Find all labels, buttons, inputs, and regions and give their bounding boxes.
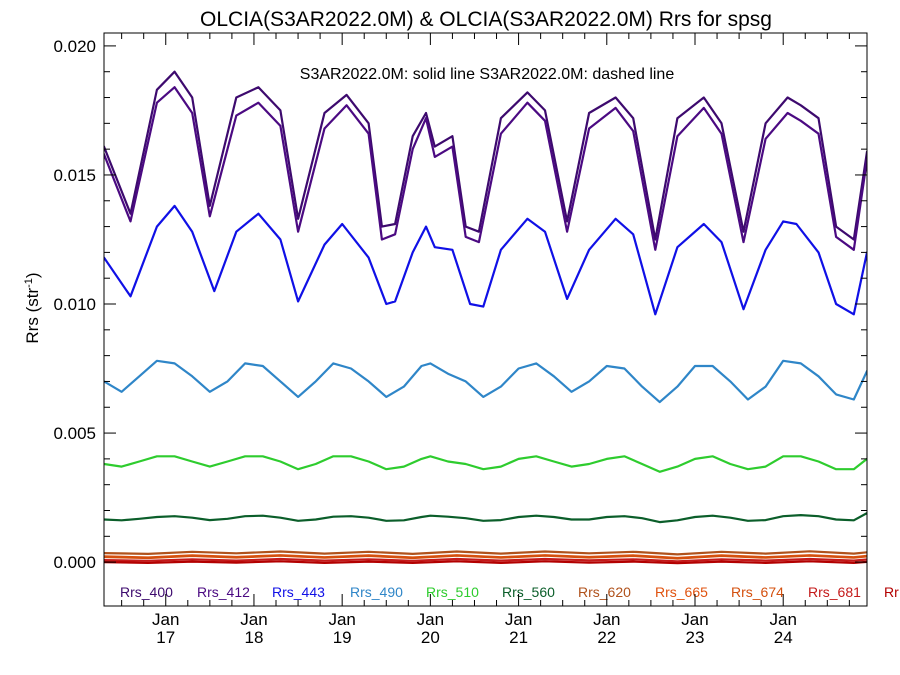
- series-line-rrs-620-solid: [104, 550, 867, 556]
- legend-item-rrs-665: Rrs_665: [655, 584, 708, 600]
- x-tick-label-month: Jan: [769, 610, 796, 629]
- legend-item-rrs-443: Rrs_443: [272, 584, 325, 600]
- x-tick-label-month: Jan: [593, 610, 620, 629]
- legend-item-rrs-620: Rrs_620: [578, 584, 631, 600]
- x-tick-label-month: Jan: [240, 610, 267, 629]
- chart-annotation: S3AR2022.0M: solid line S3AR2022.0M: das…: [300, 66, 675, 83]
- x-tick-label-month: Jan: [681, 610, 708, 629]
- series-line-rrs-510-solid: [104, 455, 867, 473]
- plot-frame: [103, 32, 868, 607]
- series-line-rrs-400-solid: [104, 70, 867, 241]
- legend-item-rrs-412: Rrs_412: [197, 584, 250, 600]
- x-tick-label-day: 20: [421, 628, 440, 647]
- series-line-rrs-412-dashed: [104, 86, 867, 251]
- y-axis-label-main: Rrs (str: [23, 288, 42, 344]
- x-tick-label-day: 18: [244, 628, 263, 647]
- x-tick-label-day: 19: [333, 628, 352, 647]
- y-tick-label: 0.020: [53, 37, 96, 56]
- x-tick-label-month: Jan: [505, 610, 532, 629]
- x-tick-label-day: 21: [509, 628, 528, 647]
- series-line-rrs-674-solid: [104, 554, 867, 560]
- x-tick-label-day: 24: [774, 628, 793, 647]
- y-tick-label: 0.000: [53, 553, 96, 572]
- y-axis-label: Rrs (str-1): [23, 272, 42, 343]
- y-tick-label: 0.005: [53, 424, 96, 443]
- series-line-rrs-681-solid: [104, 557, 867, 563]
- axes: 0.0000.0050.0100.0150.020Jan17Jan18Jan19…: [53, 33, 867, 647]
- legend: Rrs_400 Rrs_412 Rrs_443 Rrs_490 Rrs_510 Rrs_5…: [120, 584, 899, 600]
- x-tick-label-month: Jan: [417, 610, 444, 629]
- x-tick-label-day: 22: [597, 628, 616, 647]
- series-line-rrs-443-solid: [104, 204, 867, 316]
- series-line-rr-solid: [104, 560, 867, 565]
- series-layer: [104, 70, 867, 565]
- legend-item-rrs-400: Rrs_400: [120, 584, 173, 600]
- series-line-rrs-490-solid: [104, 359, 867, 404]
- series-line-rrs-560-solid: [104, 511, 867, 524]
- x-tick-label-month: Jan: [152, 610, 179, 629]
- legend-item-rrs-490: Rrs_490: [350, 584, 403, 600]
- x-tick-label-month: Jan: [328, 610, 355, 629]
- legend-item-rrs-674: Rrs_674: [731, 584, 784, 600]
- y-axis-label-close: ): [23, 272, 42, 278]
- legend-item-rr: Rr: [884, 584, 899, 600]
- x-tick-label-day: 17: [156, 628, 175, 647]
- legend-item-rrs-681: Rrs_681: [808, 584, 861, 600]
- legend-item-rrs-560: Rrs_560: [502, 584, 555, 600]
- y-axis-label-sup: -1: [23, 278, 35, 288]
- legend-item-rrs-510: Rrs_510: [426, 584, 479, 600]
- y-tick-label: 0.015: [53, 166, 96, 185]
- plot-area: Rrs_400 Rrs_412 Rrs_443 Rrs_490 Rrs_510 Rrs_5…: [53, 32, 899, 647]
- y-tick-label: 0.010: [53, 295, 96, 314]
- chart-title: OLCIA(S3AR2022.0M) & OLCIA(S3AR2022.0M) …: [200, 8, 772, 31]
- x-tick-label-day: 23: [686, 628, 705, 647]
